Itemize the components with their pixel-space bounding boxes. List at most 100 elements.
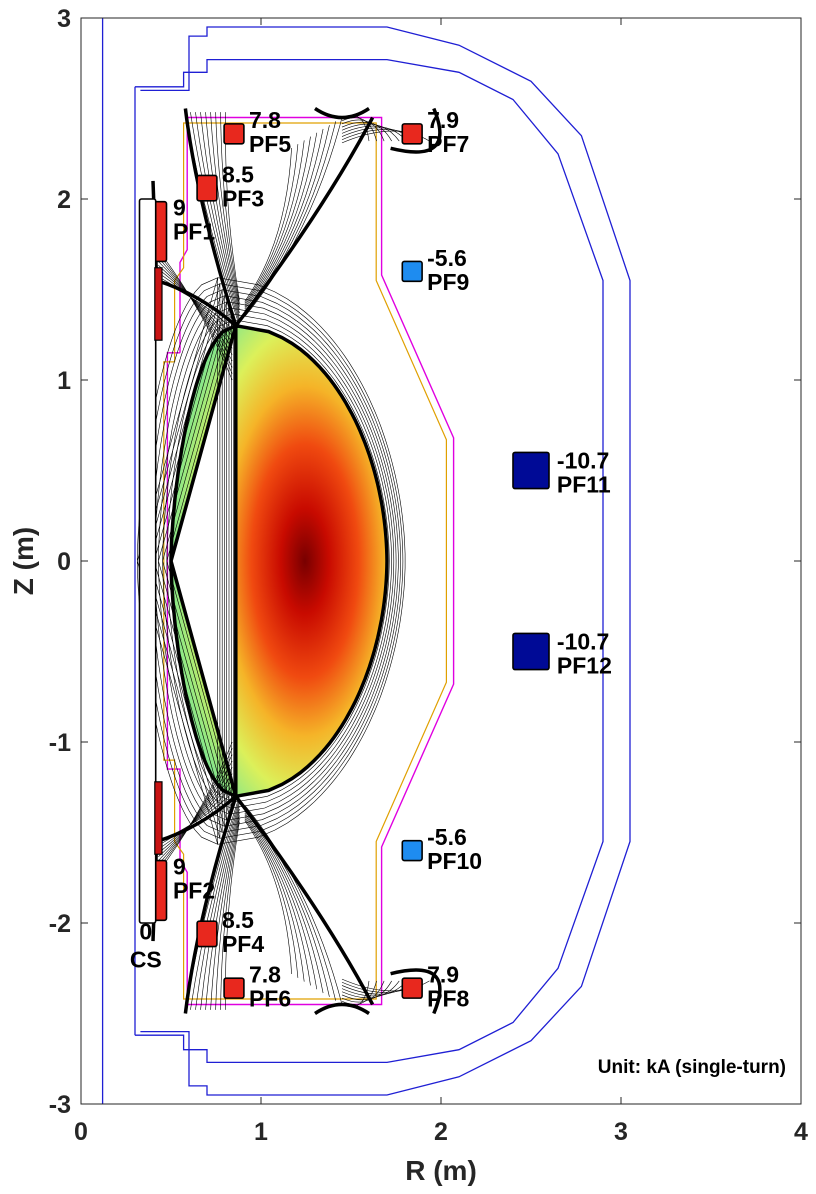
flux-surface: [166, 319, 390, 803]
coil-current-label: 0: [139, 918, 152, 944]
outer-divertor-leg: [244, 117, 343, 317]
separatrix-leg-inner: [156, 794, 237, 844]
coil-cs: [138, 198, 157, 924]
plasma-pressure-fill: [171, 325, 387, 797]
coil-pf9: [401, 260, 423, 283]
upper-left-leg: [190, 799, 240, 1010]
coil-current-label: 7.8: [249, 107, 281, 133]
coil-pf7: [401, 123, 423, 145]
outer-divertor-leg: [244, 128, 324, 312]
separatrix-leg-top: [183, 108, 238, 327]
upper-left-leg: [215, 112, 240, 307]
outer-divertor-leg: [244, 140, 305, 306]
y-tick-label: 1: [57, 367, 71, 395]
separatrix-leg-inner: [156, 278, 237, 328]
coil-name-label: PF6: [249, 986, 291, 1012]
inner-divertor-leg: [158, 779, 233, 850]
vessel-outer-wall: [140, 26, 631, 1096]
limiter-contour: [163, 122, 447, 1000]
upper-left-leg: [200, 112, 240, 317]
coil-pf10: [401, 839, 423, 862]
coil-current-label: 7.8: [249, 962, 281, 988]
coil-current-label: -10.7: [557, 629, 609, 655]
inner-divertor-leg: [158, 773, 233, 854]
coil-current-label: 8.5: [222, 907, 254, 933]
coil-name-label: PF1: [173, 219, 215, 245]
coil-pf5: [223, 123, 245, 145]
y-axis-title: Z (m): [8, 527, 39, 595]
coil-pf4: [196, 920, 218, 948]
coil-pf6: [223, 977, 245, 999]
coil-name-label: CS: [130, 946, 162, 972]
coil-current-label: 7.9: [427, 107, 459, 133]
x-tick-label: 3: [614, 1118, 628, 1146]
coil-name-label: PF4: [222, 931, 264, 957]
separatrix-leg-outer: [234, 795, 375, 1006]
outer-divertor-leg: [244, 810, 324, 994]
upper-left-leg: [195, 802, 240, 1010]
upper-left-leg: [205, 112, 240, 314]
upper-left-leg: [220, 818, 240, 1010]
inner-divertor-leg: [158, 760, 233, 861]
coil-name-label: PF3: [222, 186, 264, 212]
outer-divertor-leg: [244, 812, 318, 990]
upper-dome-leg: [341, 980, 377, 1005]
coil-name-label: PF12: [557, 653, 612, 679]
outer-divertor-leg: [244, 805, 343, 1005]
inner-divertor-leg: [158, 268, 233, 349]
outer-divertor-leg: [244, 147, 292, 302]
outer-divertor-leg: [244, 136, 311, 308]
coil-name-label: PF11: [557, 472, 611, 498]
coil-name-label: PF10: [427, 848, 482, 874]
coil-pf11: [512, 451, 550, 490]
coil-pf3: [196, 174, 218, 202]
coil-pf8: [401, 977, 423, 999]
y-tick-label: -3: [49, 1091, 71, 1119]
outer-divertor-leg: [244, 132, 318, 310]
unit-annotation: Unit: kA (single-turn): [598, 1057, 786, 1078]
separatrix-curl: [390, 107, 442, 154]
coil-name-label: PF9: [427, 269, 469, 295]
upper-dome-leg: [341, 119, 385, 142]
separatrix-curl: [390, 968, 442, 1015]
vessel-inner-wall: [135, 58, 604, 1064]
inner-divertor-leg: [158, 257, 233, 368]
y-tick-label: 2: [57, 186, 71, 214]
x-tick-label: 4: [794, 1118, 808, 1146]
outer-divertor-leg: [244, 820, 292, 975]
separatrix: [169, 322, 389, 800]
upper-dome-leg: [341, 117, 377, 142]
upper-left-leg: [215, 815, 240, 1010]
first-wall: [166, 116, 455, 1006]
x-tick-label: 1: [254, 1118, 268, 1146]
coil-current-label: -5.6: [427, 824, 467, 850]
x-tick-label: 2: [434, 1118, 448, 1146]
coil-current-label: 9: [173, 853, 186, 879]
separatrix-dome: [314, 107, 370, 120]
coil-strip: [154, 267, 163, 341]
inner-divertor-leg: [158, 261, 233, 362]
coil-name-label: PF8: [427, 986, 469, 1012]
y-tick-label: 0: [57, 548, 71, 576]
upper-left-leg: [220, 112, 240, 304]
outer-divertor-leg: [244, 814, 311, 986]
upper-left-leg: [210, 812, 240, 1010]
flux-surface: [137, 277, 406, 845]
coil-current-label: -5.6: [427, 245, 467, 271]
upper-left-leg: [195, 112, 240, 320]
y-tick-label: -2: [49, 910, 71, 938]
coil-pf12: [512, 632, 550, 671]
upper-dome-leg: [341, 980, 400, 999]
outer-divertor-leg: [244, 144, 299, 304]
coil-current-label: 9: [173, 195, 186, 221]
inner-divertor-leg: [158, 265, 233, 355]
upper-left-leg: [200, 805, 240, 1010]
coil-name-label: PF7: [427, 131, 469, 157]
upper-dome-leg: [341, 123, 400, 142]
coil-strip: [154, 781, 163, 855]
flux-surface: [158, 307, 395, 815]
outer-divertor-leg: [244, 816, 305, 982]
upper-dome-leg: [341, 980, 385, 1003]
x-axis-title: R (m): [405, 1155, 477, 1186]
x-tick-label: 0: [74, 1118, 88, 1146]
